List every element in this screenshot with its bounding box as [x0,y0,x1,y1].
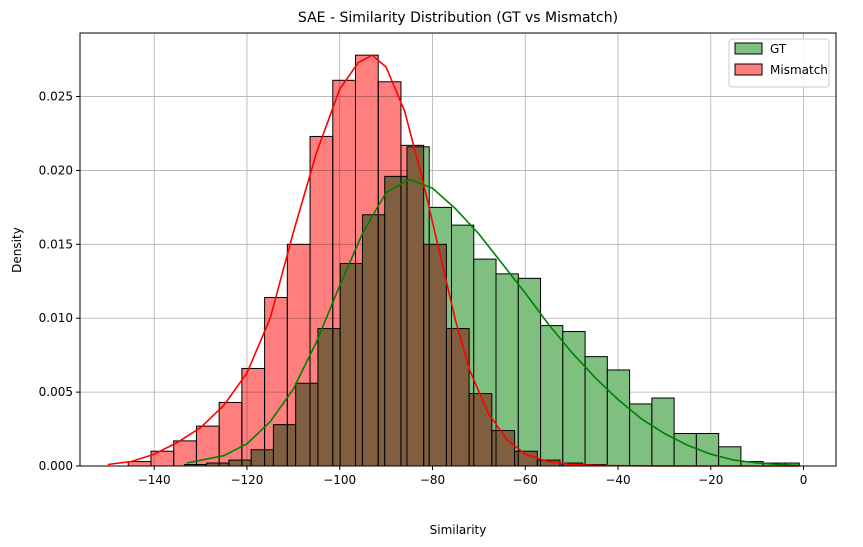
legend-swatch-mismatch [734,63,763,76]
bar-mismatch [400,144,425,467]
histogram-bars [127,54,800,467]
y-axis-ticks: 0.000 0.005 0.010 0.015 0.020 0.025 [39,90,80,473]
bar-gt [673,432,697,467]
y-tick-label: 0.020 [39,163,73,177]
x-tick-label: −40 [605,473,630,487]
x-axis-label: Similarity [430,523,487,537]
bar-mismatch [332,79,356,467]
y-tick-label: 0.000 [39,459,73,473]
bar-gt [584,356,608,467]
x-tick-label: −100 [323,473,356,487]
bar-gt [562,331,586,467]
bar-mismatch [377,81,402,467]
bar-mismatch [423,243,447,467]
kde-line-gt [186,178,799,467]
x-tick-label: 0 [800,473,808,487]
bar-mismatch [468,393,493,467]
bar-gt [629,403,653,467]
x-tick-label: −60 [513,473,538,487]
kde-curves [107,54,799,467]
legend-label-gt: GT [770,42,787,56]
plot-frame [79,32,837,467]
x-axis-ticks: −140 −120 −100 −80 −60 −40 −20 0 [138,466,808,487]
x-tick-label: −20 [698,473,723,487]
bar-gt [517,277,542,467]
bar-gt [540,325,564,467]
y-tick-label: 0.010 [39,311,73,325]
grid-lines [80,33,836,467]
bar-mismatch [309,135,334,467]
x-tick-label: −80 [420,473,445,487]
y-tick-label: 0.005 [39,385,73,399]
bar-mismatch [354,54,379,467]
kde-line-mismatch [107,54,799,467]
bar-gt [606,369,631,467]
legend-swatch-gt [734,42,763,55]
bar-mismatch [491,430,516,467]
y-tick-label: 0.025 [39,90,73,104]
y-tick-label: 0.015 [39,237,73,251]
legend-label-mismatch: Mismatch [770,63,828,77]
bar-mismatch [286,243,311,467]
bar-mismatch [514,450,538,467]
y-axis-label: Density [10,227,24,273]
bar-mismatch [241,367,266,467]
bar-mismatch [445,328,470,467]
x-tick-label: −140 [138,473,171,487]
legend: GT Mismatch [728,38,830,88]
chart-title: SAE - Similarity Distribution (GT vs Mis… [298,10,618,26]
x-tick-label: −120 [230,473,263,487]
